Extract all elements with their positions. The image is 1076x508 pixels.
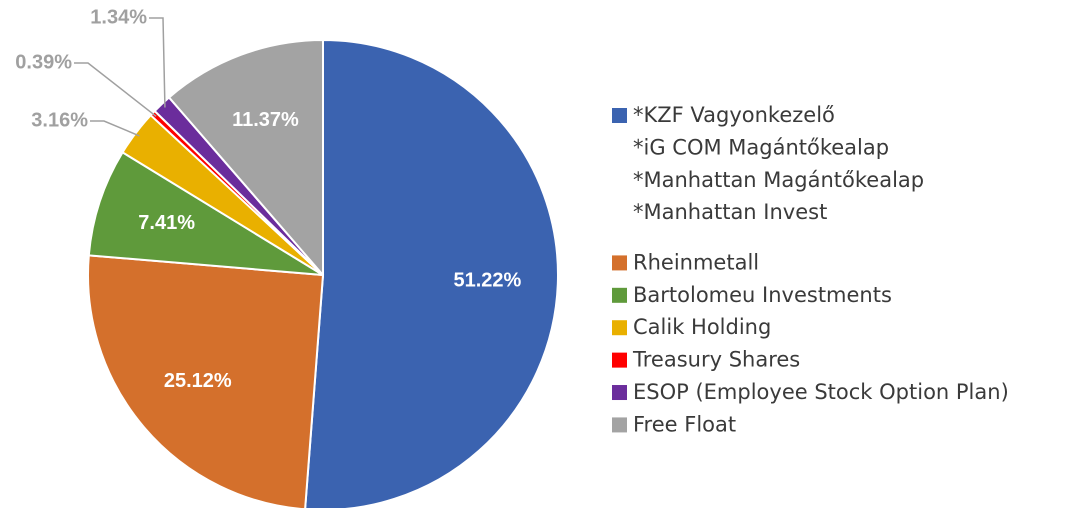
legend-marker	[612, 108, 627, 123]
legend-marker	[612, 385, 627, 401]
legend-label: Bartolomeu Investments	[633, 283, 892, 307]
legend-marker	[612, 255, 627, 271]
legend-label: Calik Holding	[633, 315, 771, 339]
legend-label: ESOP (Employee Stock Option Plan)	[633, 380, 1009, 404]
leader-line	[149, 17, 166, 108]
pie-slice	[87, 150, 324, 276]
pie-slice	[304, 38, 559, 508]
legend-marker	[612, 417, 627, 433]
pie-slice	[167, 38, 324, 278]
legend-subline: *Manhattan Magántőkealap	[633, 168, 924, 192]
data-label: 3.16%	[31, 109, 88, 131]
legend-label: Treasury Shares	[632, 348, 800, 372]
leader-line	[74, 62, 157, 117]
legend-marker	[612, 320, 627, 336]
legend-label: *KZF Vagyonkezelő	[633, 103, 835, 127]
data-label: 7.41%	[138, 212, 195, 234]
data-label: 0.39%	[15, 51, 72, 73]
data-label: 25.12%	[164, 370, 232, 392]
legend-label: Free Float	[633, 412, 736, 436]
leader-line	[90, 120, 140, 137]
pie-slice	[87, 254, 325, 508]
data-label: 11.37%	[232, 109, 299, 131]
legend-marker	[612, 352, 627, 368]
legend-subline: *Manhattan Invest	[633, 200, 827, 224]
legend-label: Rheinmetall	[633, 250, 759, 274]
legend-subline: *iG COM Magántőkealap	[633, 135, 889, 159]
legend-marker	[612, 287, 627, 303]
data-label: 51.22%	[453, 270, 521, 292]
data-label: 1.34%	[90, 6, 147, 28]
